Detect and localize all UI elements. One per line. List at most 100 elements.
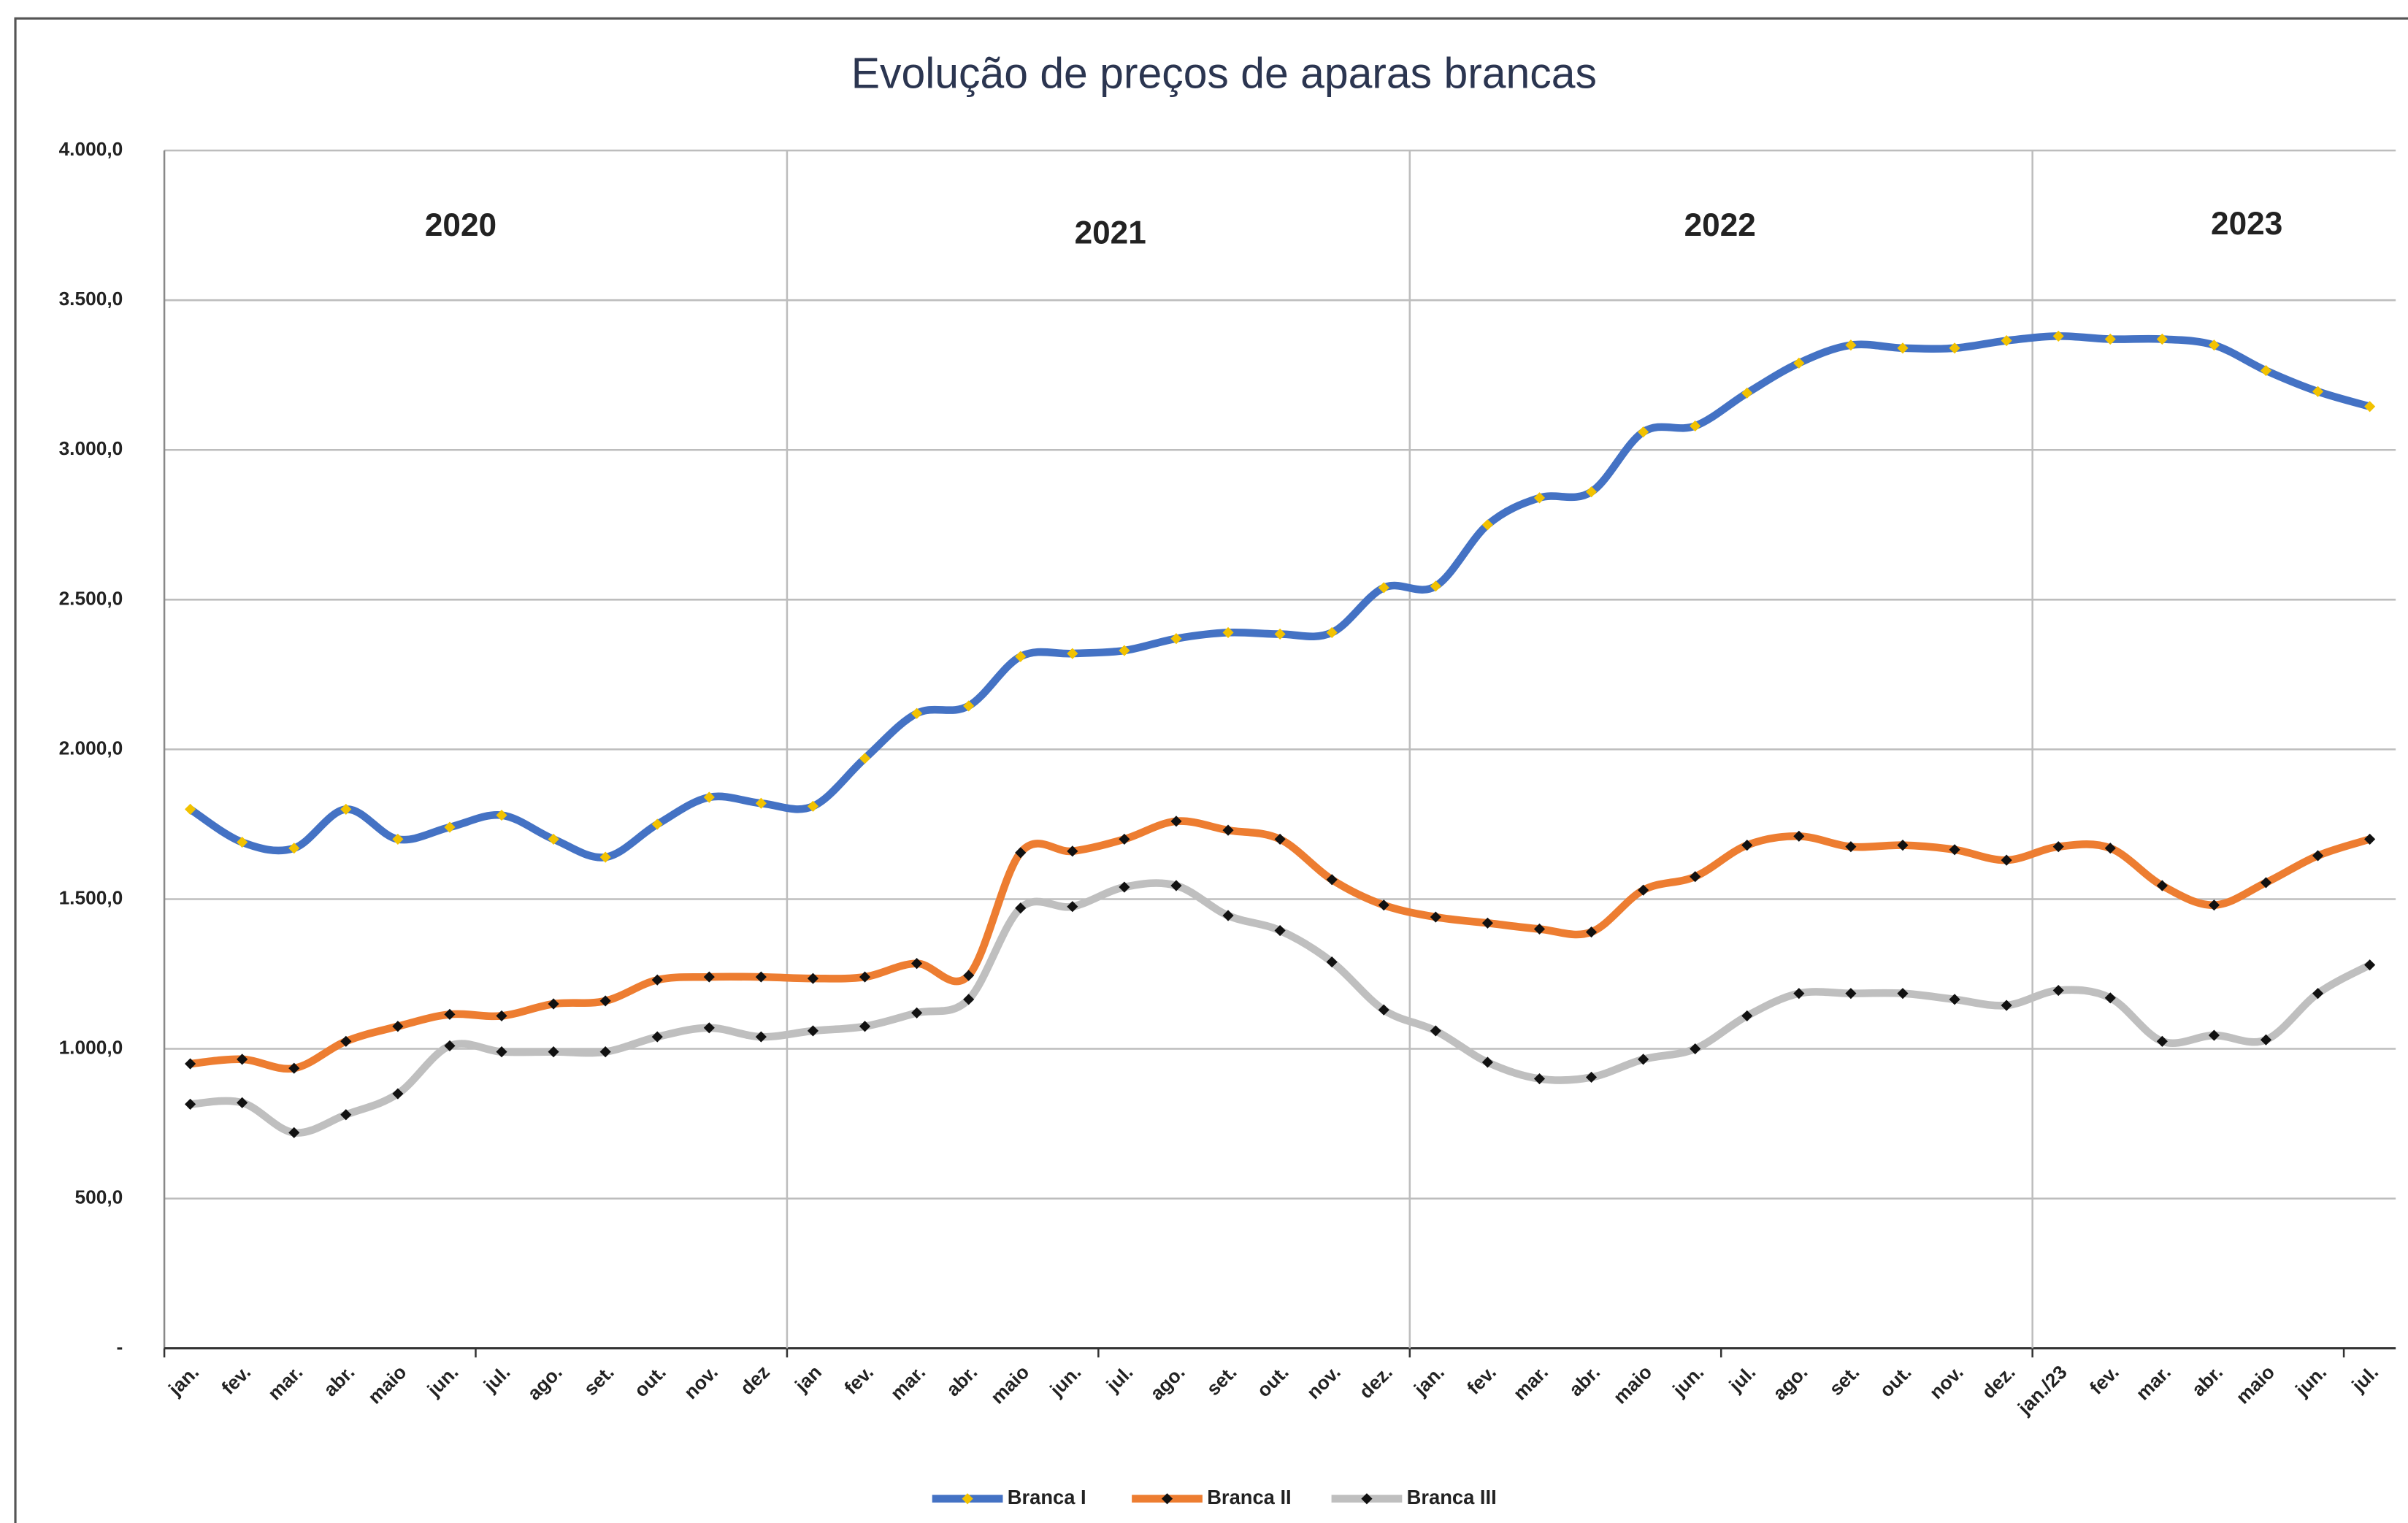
- y-tick-label: 4.000,0: [59, 138, 123, 160]
- data-point: [1430, 911, 1441, 923]
- x-tick-label: fev.: [217, 1361, 255, 1399]
- chart-title: Evolução de preços de aparas brancas: [851, 50, 1597, 98]
- data-point: [651, 1031, 663, 1043]
- data-point: [1378, 1004, 1389, 1016]
- data-point: [1326, 626, 1338, 639]
- data-point: [755, 1031, 767, 1043]
- x-tick-label: abr.: [942, 1361, 981, 1400]
- x-tick-label: maio: [364, 1361, 411, 1408]
- data-point: [1170, 633, 1182, 645]
- data-point: [2156, 1035, 2168, 1047]
- x-tick-label: nov.: [680, 1361, 722, 1403]
- data-point: [496, 1010, 507, 1021]
- legend-marker: [1161, 1493, 1173, 1505]
- data-point: [237, 1097, 248, 1108]
- data-point: [911, 707, 923, 719]
- data-point: [1378, 582, 1389, 594]
- x-tick-label: jul.: [479, 1361, 515, 1397]
- y-tick-label: 3.000,0: [59, 437, 123, 459]
- x-tick-label: jan./23: [2013, 1361, 2071, 1419]
- data-point: [1845, 988, 1857, 1000]
- data-point: [1067, 901, 1078, 913]
- x-tick-label: maio: [2231, 1361, 2279, 1408]
- data-point: [2104, 333, 2116, 345]
- data-point: [185, 803, 196, 815]
- legend-label: Branca III: [1407, 1486, 1497, 1508]
- data-point: [2312, 988, 2324, 1000]
- data-point: [2156, 333, 2168, 345]
- x-tick-label: dez: [736, 1361, 774, 1399]
- x-tick-label: ago.: [1768, 1361, 1811, 1404]
- x-tick-label: dez.: [1977, 1361, 2019, 1403]
- x-tick-label: mar.: [1509, 1361, 1552, 1404]
- data-point: [755, 797, 767, 809]
- data-point: [1015, 902, 1027, 914]
- data-point: [1741, 1010, 1753, 1021]
- legend-marker: [962, 1493, 973, 1505]
- data-point: [807, 973, 819, 984]
- data-point: [1170, 880, 1182, 891]
- data-point: [444, 1040, 456, 1051]
- data-point: [963, 700, 975, 712]
- data-point: [340, 1109, 352, 1121]
- data-point: [1481, 519, 1493, 531]
- y-tick-label: 1.000,0: [59, 1036, 123, 1058]
- data-point: [1170, 816, 1182, 827]
- data-point: [1690, 1043, 1701, 1055]
- x-tick-label: ago.: [523, 1361, 566, 1404]
- x-tick-label: mar.: [886, 1361, 929, 1404]
- data-point: [703, 791, 715, 803]
- x-tick-label: fev.: [2085, 1361, 2123, 1399]
- x-tick-label: jan.: [1409, 1361, 1449, 1400]
- data-point: [599, 1046, 611, 1058]
- data-point: [963, 970, 975, 981]
- data-point: [288, 1062, 300, 1074]
- x-tick-label: set.: [1825, 1361, 1863, 1400]
- data-point: [859, 971, 871, 983]
- x-tick-label: set.: [1202, 1361, 1241, 1400]
- x-tick-label: jul.: [1725, 1361, 1760, 1397]
- data-point: [340, 803, 352, 815]
- data-point: [496, 810, 507, 821]
- x-tick-label: fev.: [1462, 1361, 1500, 1399]
- x-tick-label: abr.: [319, 1361, 358, 1400]
- x-tick-label: jul.: [1102, 1361, 1138, 1397]
- legend-label: Branca II: [1207, 1486, 1291, 1508]
- data-point: [444, 1008, 456, 1020]
- x-tick-label: mar.: [264, 1361, 307, 1404]
- series-line: [190, 817, 2371, 1073]
- data-point: [807, 1025, 819, 1037]
- data-point: [2104, 992, 2116, 1004]
- x-tick-label: mar.: [2131, 1361, 2174, 1404]
- data-point: [963, 994, 975, 1005]
- data-point: [1430, 1025, 1441, 1037]
- x-tick-label: jun.: [1045, 1361, 1085, 1401]
- data-point: [651, 974, 663, 986]
- data-point: [444, 821, 456, 833]
- data-point: [2001, 854, 2012, 866]
- data-point: [1690, 420, 1701, 432]
- year-label: 2023: [2211, 206, 2282, 242]
- x-tick-label: abr.: [1565, 1361, 1604, 1400]
- x-tick-label: jan.: [164, 1361, 203, 1400]
- data-point: [859, 753, 871, 764]
- data-point: [911, 958, 923, 970]
- data-point: [2001, 1000, 2012, 1011]
- data-point: [807, 800, 819, 812]
- frame: [14, 17, 2408, 1523]
- x-tick-label: out.: [1252, 1361, 1292, 1401]
- y-tick-label: 3.500,0: [59, 288, 123, 310]
- x-tick-label: out.: [1875, 1361, 1915, 1401]
- data-point: [1222, 824, 1234, 836]
- data-point: [1845, 339, 1857, 351]
- x-tick-label: jul.: [2347, 1361, 2382, 1397]
- data-point: [1015, 651, 1027, 662]
- x-tick-label: out.: [630, 1361, 670, 1401]
- y-tick-label: -: [116, 1336, 123, 1358]
- data-point: [1222, 910, 1234, 921]
- x-tick-label: maio: [986, 1361, 1034, 1408]
- data-point: [1845, 841, 1857, 853]
- data-point: [599, 995, 611, 1007]
